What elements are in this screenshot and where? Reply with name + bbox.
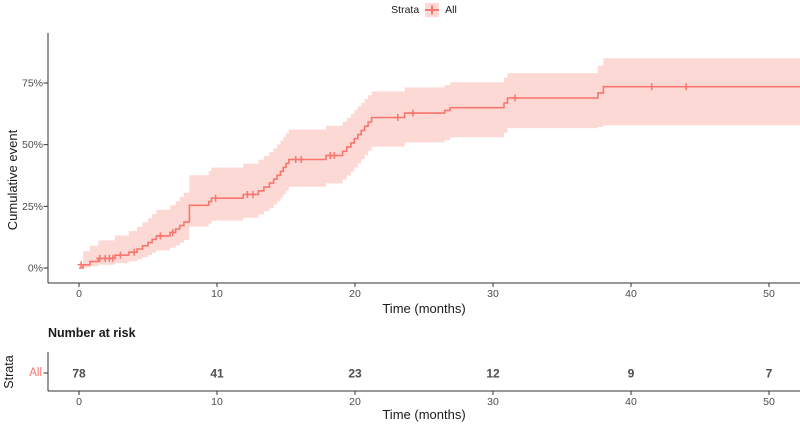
risk-x-tick-label: 20: [349, 396, 361, 408]
censor-plus-icon: [511, 94, 519, 102]
censor-plus-icon: [297, 156, 305, 163]
legend-item-all: All: [445, 4, 457, 16]
risk-table-labels: 0 10 20 30 40 50 78 41 23 12 9 7: [72, 367, 775, 409]
axis-tick-labels: 0 10 20 30 40 50 0% 25% 50% 75%: [22, 77, 775, 300]
x-tick-label: 50: [763, 288, 775, 300]
y-tick-label: 50%: [22, 139, 43, 151]
censor-plus-icon: [77, 261, 85, 269]
censor-plus-icon: [648, 83, 656, 91]
x-tick-label: 20: [349, 288, 361, 300]
censor-plus-icon: [409, 109, 417, 117]
number-at-risk-value: 12: [486, 367, 500, 381]
censor-plus-icon: [394, 114, 402, 121]
risk-x-tick-label: 0: [76, 396, 82, 408]
censor-plus-icon: [682, 83, 690, 91]
risk-table-row-label: All: [29, 367, 42, 379]
x-tick-label: 40: [625, 288, 637, 300]
legend-key-swatch-icon: [425, 3, 440, 17]
censor-plus-icon: [130, 248, 138, 256]
number-at-risk-value: 78: [72, 367, 86, 381]
number-at-risk-value: 23: [348, 367, 362, 381]
censor-plus-icon: [156, 232, 164, 240]
number-at-risk-value: 41: [210, 367, 224, 381]
survival-step-line: [79, 85, 800, 269]
risk-table-x-axis-title: Time (months): [382, 407, 466, 422]
risk-x-tick-label: 10: [211, 396, 223, 408]
risk-x-tick-label: 50: [763, 396, 775, 408]
number-at-risk-value: 9: [628, 367, 635, 381]
risk-table-axes: [43, 352, 800, 395]
legend-title: Strata: [391, 4, 420, 16]
censor-plus-icon: [212, 194, 220, 202]
censor-plus-icon: [169, 229, 177, 236]
censor-plus-icon: [249, 191, 257, 198]
y-tick-label: 25%: [22, 201, 43, 213]
y-tick-label: 75%: [22, 77, 43, 89]
y-axis-title: Cumulative event: [5, 129, 20, 231]
x-axis-title: Time (months): [382, 301, 466, 316]
risk-x-tick-label: 40: [625, 396, 637, 408]
confidence-ribbon: [79, 58, 800, 268]
censor-plus-icon: [330, 152, 338, 159]
censor-plus-icon: [109, 254, 117, 262]
risk-x-tick-label: 30: [487, 396, 499, 408]
x-tick-label: 0: [76, 288, 82, 300]
censor-marks: [77, 83, 690, 269]
legend: Strata All: [48, 3, 800, 17]
censor-plus-icon: [116, 251, 124, 259]
x-tick-label: 10: [211, 288, 223, 300]
risk-table-title: Number at risk: [48, 326, 136, 340]
number-at-risk-value: 7: [766, 367, 773, 381]
main-axes: [43, 33, 800, 287]
y-tick-label: 0%: [28, 263, 43, 275]
x-tick-label: 30: [487, 288, 499, 300]
